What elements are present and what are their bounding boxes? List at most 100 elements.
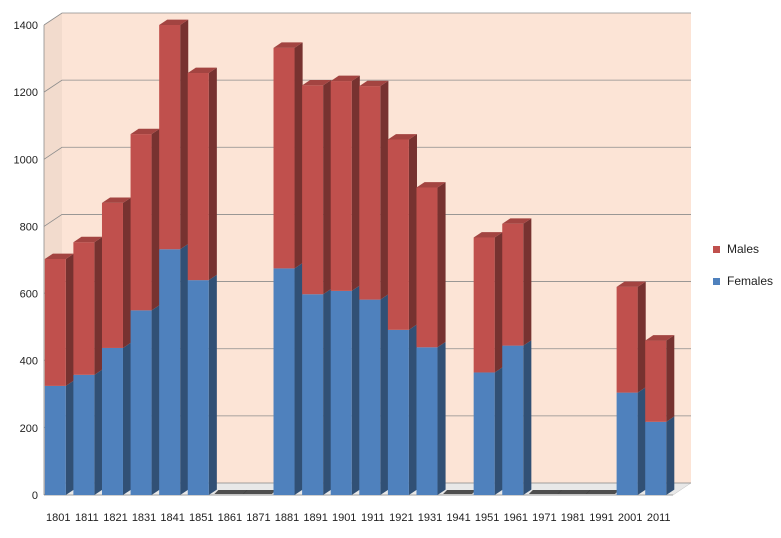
bar-females [502, 345, 524, 495]
bar-males [130, 134, 152, 311]
bar-females-side [180, 243, 189, 495]
bar-males-side [437, 182, 446, 348]
bar-females [159, 249, 181, 495]
bar-males-side [666, 335, 675, 422]
empty-slot-marker [557, 490, 591, 494]
bar-males [473, 237, 495, 373]
bar-females [73, 374, 95, 495]
y-tick-label: 800 [20, 221, 38, 233]
x-tick-label: 1961 [504, 512, 528, 524]
bar-females [473, 372, 495, 495]
x-tick-label: 1821 [103, 512, 127, 524]
x-tick-label: 1871 [246, 512, 270, 524]
bar-males-side [208, 67, 217, 281]
y-tick-label: 1400 [14, 20, 38, 32]
bar-males-side [94, 236, 103, 375]
x-tick-label: 1991 [589, 512, 613, 524]
y-tick-label: 0 [32, 490, 38, 502]
bar-females-side [637, 387, 646, 495]
x-tick-label: 1841 [160, 512, 184, 524]
x-tick-label: 1811 [75, 512, 99, 524]
x-tick-label: 1861 [218, 512, 242, 524]
bar-top [101, 197, 132, 203]
bar-females-side [380, 294, 389, 495]
bar-females-side [408, 324, 417, 495]
legend-label: Males [727, 242, 759, 256]
bar-females-side [323, 288, 332, 495]
x-tick-label: 2011 [647, 512, 671, 524]
legend-label: Females [727, 274, 773, 288]
x-tick-label: 1911 [361, 512, 385, 524]
bar-females-side [494, 367, 503, 495]
bar-females-side [94, 369, 103, 495]
bar-females-side [437, 341, 446, 495]
bar-females-side [351, 285, 360, 495]
bar-top [473, 232, 503, 238]
bar-males-side [294, 42, 303, 269]
bar-females [302, 294, 324, 495]
bar-males [159, 25, 181, 250]
x-tick-label: 1921 [389, 512, 413, 524]
bar-top [130, 128, 160, 135]
bar-females [616, 392, 638, 495]
bar-top [44, 253, 74, 259]
bar-males [73, 242, 95, 375]
y-tick-label: 1200 [14, 87, 38, 99]
empty-slot-marker [586, 490, 620, 494]
bar-males [330, 81, 352, 291]
x-tick-label: 1931 [418, 512, 442, 524]
y-tick-label: 200 [20, 423, 38, 435]
x-tick-label: 1881 [275, 512, 299, 524]
bar-top [387, 134, 417, 140]
bar-females [101, 347, 123, 495]
bar-females [273, 268, 295, 495]
legend-swatch [713, 278, 720, 285]
gridline [43, 79, 691, 93]
bar-males [44, 258, 66, 386]
x-tick-label: 1801 [46, 512, 70, 524]
bar-females-side [523, 340, 532, 495]
empty-slot-marker [528, 490, 562, 494]
bar-males-side [380, 80, 389, 300]
bar-males-side [151, 128, 160, 311]
bar-top [359, 80, 389, 87]
bar-females [130, 310, 152, 495]
bar-top [187, 67, 217, 74]
bar-females [359, 299, 381, 495]
y-tick-label: 400 [20, 356, 38, 368]
y-tick-label: 600 [20, 289, 38, 301]
bar-males-side [351, 75, 360, 291]
bar-top [502, 218, 532, 224]
bar-females [44, 385, 66, 495]
bar-top [159, 19, 189, 25]
bar-males-side [180, 19, 189, 250]
bar-females [645, 421, 667, 495]
x-tick-label: 1941 [446, 512, 470, 524]
x-tick-label: 2001 [618, 512, 642, 524]
bar-males [273, 47, 295, 269]
bar-top [416, 182, 446, 188]
bar-males [187, 73, 209, 281]
legend-swatch [713, 246, 720, 253]
bar-females [187, 280, 209, 495]
bar-males-side [494, 232, 503, 373]
x-tick-label: 1971 [532, 512, 556, 524]
bar-females-side [65, 380, 74, 495]
bar-top [330, 75, 360, 82]
bar-males [302, 85, 324, 295]
bar-males [416, 187, 438, 348]
bar-females-side [294, 262, 303, 495]
bar-males [502, 223, 524, 346]
bar-males [616, 286, 638, 393]
bar-males [101, 202, 123, 348]
gridline [43, 12, 691, 26]
bar-top [645, 335, 675, 341]
bar-females-side [208, 274, 217, 495]
gridline [43, 146, 691, 160]
empty-slot-marker [242, 490, 276, 494]
bar-top [273, 42, 303, 48]
bar-males [359, 86, 381, 300]
bar-males [645, 340, 667, 422]
